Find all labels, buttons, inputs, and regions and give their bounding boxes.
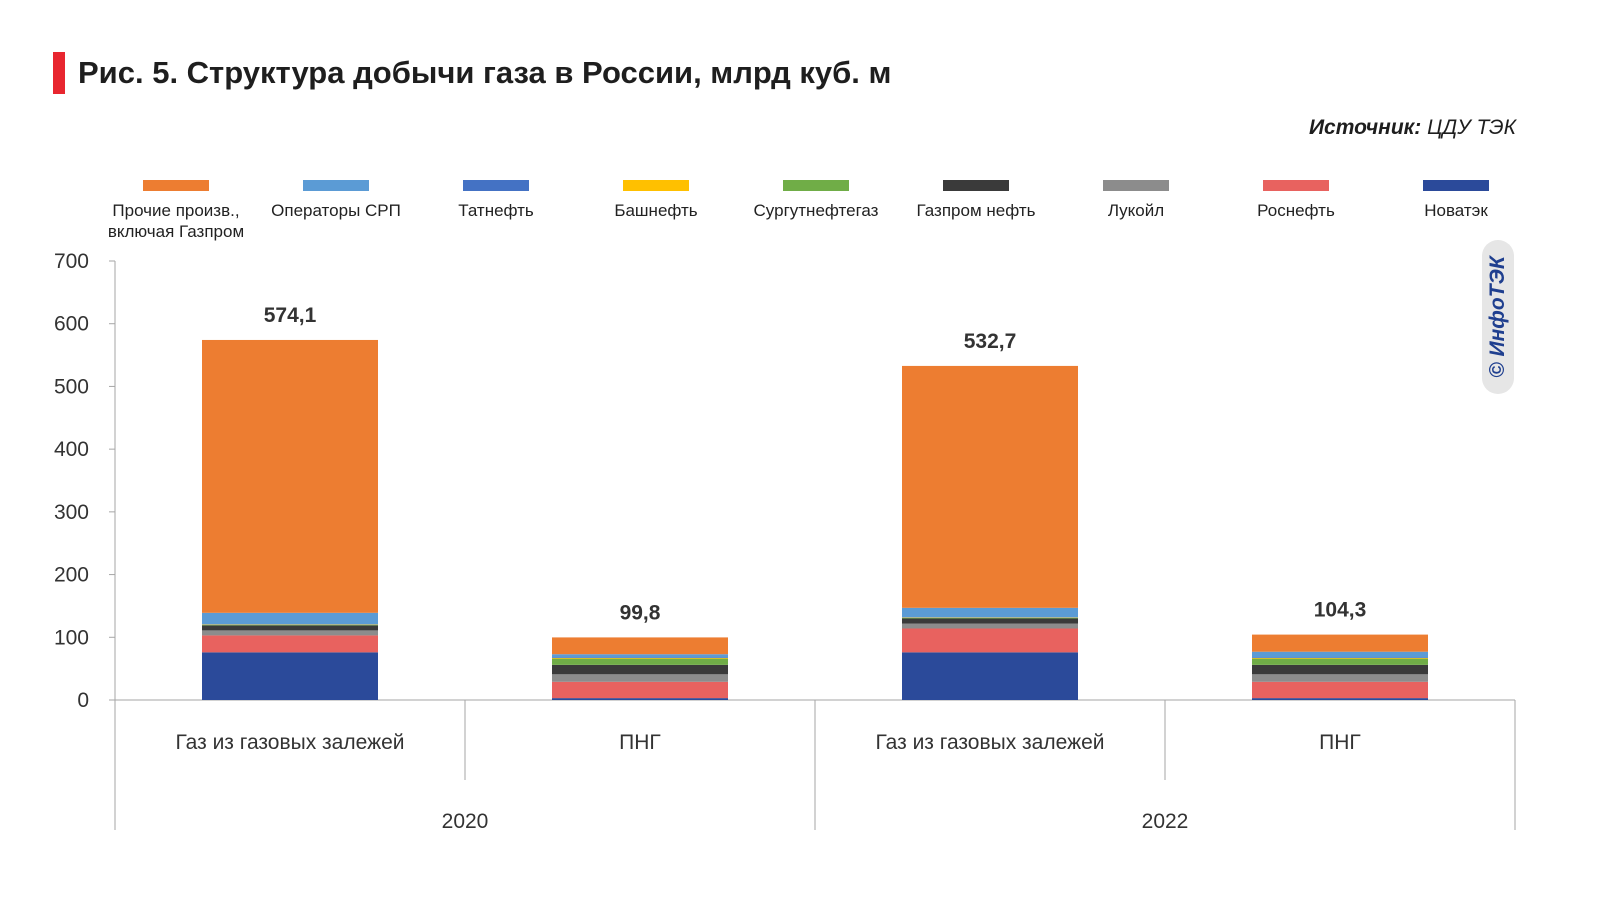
bar-segment (202, 339, 378, 613)
bar-segment (552, 658, 728, 665)
bar-segment (202, 630, 378, 636)
legend-label: Газпром нефть (916, 201, 1036, 220)
legend-label: Лукойл (1107, 201, 1165, 220)
bar-segment (1252, 674, 1428, 682)
bar-segment (552, 681, 728, 699)
legend-item: Операторы СРП (256, 180, 416, 221)
source-label: Источник: (1308, 116, 1422, 139)
bar-segment (1252, 664, 1428, 675)
bar-segment (1252, 657, 1428, 659)
chart-title: Рис. 5. Структура добычи газа в России, … (78, 55, 892, 90)
title-accent-bar (53, 52, 65, 94)
y-tick-label: 200 (54, 564, 89, 587)
bar-segment (202, 612, 378, 625)
legend-item: Татнефть (416, 180, 576, 221)
legend-swatch (783, 180, 849, 191)
x-category-label: Газ из газовых залежей (875, 731, 1104, 754)
y-tick-label: 500 (54, 375, 89, 398)
bar-segment (202, 624, 378, 626)
bar-segment (902, 618, 1078, 624)
legend-item: Лукойл (1056, 180, 1216, 221)
bar-segment (202, 625, 378, 631)
source-value: ЦДУ ТЭК (1427, 116, 1516, 139)
watermark-badge: © ИнфоТЭК (1482, 240, 1514, 394)
bar-total-label: 574,1 (264, 304, 317, 327)
bar-segment (902, 652, 1078, 700)
y-tick-label: 400 (54, 438, 89, 461)
legend-swatch (1263, 180, 1329, 191)
x-category-label: ПНГ (619, 731, 661, 754)
bar-segment (552, 698, 728, 700)
legend-item: Газпром нефть (896, 180, 1056, 221)
legend-item: Башнефть (576, 180, 736, 221)
y-tick-label: 700 (54, 250, 89, 273)
y-tick-label: 600 (54, 313, 89, 336)
bar-segment (1252, 651, 1428, 658)
legend-item: Сургутнефтегаз (736, 180, 896, 221)
bar-segment (902, 607, 1078, 618)
legend-swatch (1103, 180, 1169, 191)
bar-segment (552, 654, 728, 658)
x-group-label: 2022 (1142, 810, 1189, 833)
bar-segment (902, 365, 1078, 608)
bar-total-label: 104,3 (1314, 599, 1367, 622)
y-tick-label: 0 (77, 689, 89, 712)
bar-segment (552, 674, 728, 682)
legend-swatch (463, 180, 529, 191)
legend-item: Роснефть (1216, 180, 1376, 221)
bar-total-label: 99,8 (620, 601, 661, 624)
bar-segment (902, 628, 1078, 653)
bar-segment (1252, 634, 1428, 652)
bar-segment (1252, 657, 1428, 658)
legend-item: Новатэк (1376, 180, 1536, 221)
legend-label: Татнефть (458, 201, 534, 220)
y-tick-label: 100 (54, 626, 89, 649)
bar-segment (552, 637, 728, 655)
legend-swatch (943, 180, 1009, 191)
legend-label: Прочие произв., включая Газпром (107, 201, 245, 241)
bar-segment (552, 657, 728, 659)
bar-segment (202, 635, 378, 653)
legend-swatch (623, 180, 689, 191)
legend-label: Новатэк (1424, 201, 1488, 220)
legend: Прочие произв., включая Газпром Операторы… (96, 180, 1536, 250)
legend-item: Прочие произв., включая Газпром (96, 180, 256, 242)
watermark-text: © ИнфоТЭК (1486, 256, 1509, 378)
bar-segment (202, 652, 378, 700)
bar-segment (1252, 658, 1428, 665)
source-note: Источник: ЦДУ ТЭК (1309, 116, 1516, 140)
y-tick-label: 300 (54, 501, 89, 524)
legend-label: Сургутнефтегаз (753, 201, 879, 220)
bar-segment (902, 623, 1078, 629)
legend-swatch (303, 180, 369, 191)
x-group-label: 2020 (442, 810, 489, 833)
legend-label: Роснефть (1257, 201, 1335, 220)
bar-segment (552, 657, 728, 658)
legend-label: Операторы СРП (271, 201, 401, 220)
bar-segment (902, 617, 1078, 619)
bar-segment (1252, 698, 1428, 700)
legend-label: Башнефть (614, 201, 698, 220)
bar-total-label: 532,7 (964, 330, 1017, 353)
legend-swatch (1423, 180, 1489, 191)
legend-swatch (143, 180, 209, 191)
bar-segment (1252, 681, 1428, 699)
x-category-label: Газ из газовых залежей (175, 731, 404, 754)
x-category-label: ПНГ (1319, 731, 1361, 754)
bar-segment (552, 664, 728, 675)
